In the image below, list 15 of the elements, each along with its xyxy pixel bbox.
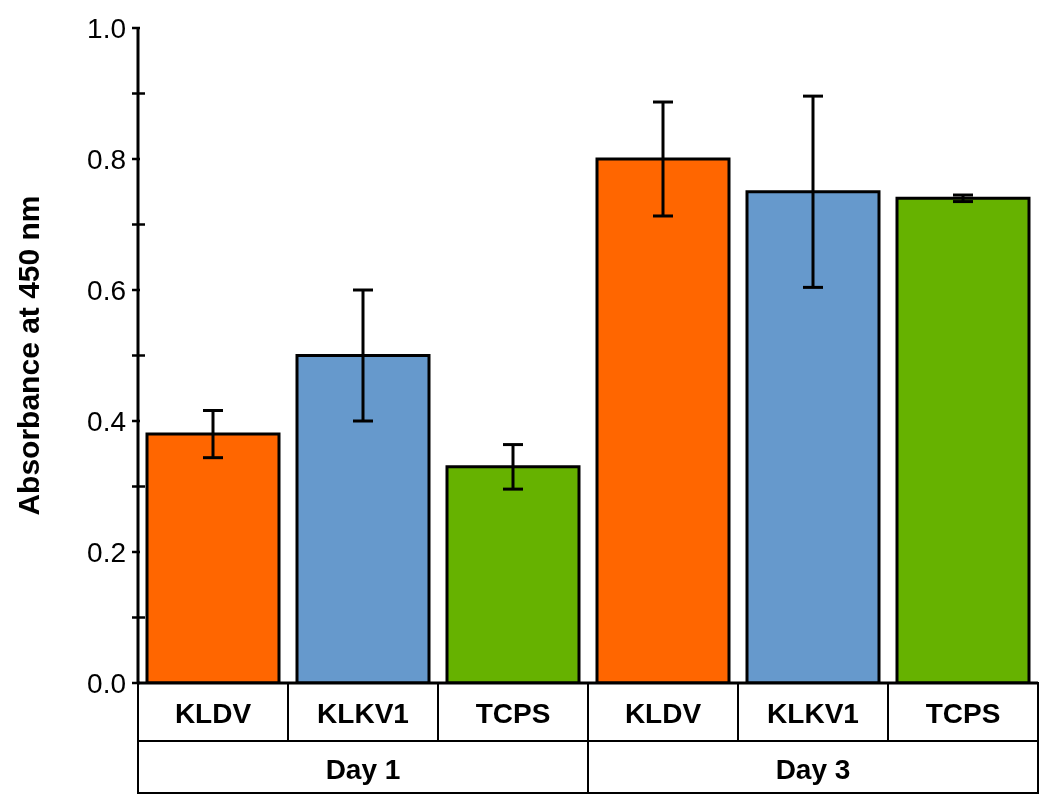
text: Day 1: [325, 754, 401, 785]
x-tick-label: TCPS: [475, 698, 551, 729]
x-tick-label: KLDV: [174, 698, 252, 729]
y-tick-label: 0.8: [87, 144, 126, 175]
text: Day 3: [775, 754, 851, 785]
y-tick-label: 1.0: [87, 13, 126, 44]
y-tick-label: 0.4: [87, 406, 126, 437]
y-tick-label: 0.0: [87, 668, 126, 699]
y-axis-title: Absorbance at 450 nm: [11, 195, 45, 516]
x-tick-label: KLKV1: [317, 698, 409, 729]
x-tick-label: KLDV: [624, 698, 702, 729]
x-tick-label: TCPS: [925, 698, 1001, 729]
y-tick-label: 0.2: [87, 537, 126, 568]
x-tick-label: KLKV1: [767, 698, 859, 729]
y-tick-label: 0.6: [87, 275, 126, 306]
